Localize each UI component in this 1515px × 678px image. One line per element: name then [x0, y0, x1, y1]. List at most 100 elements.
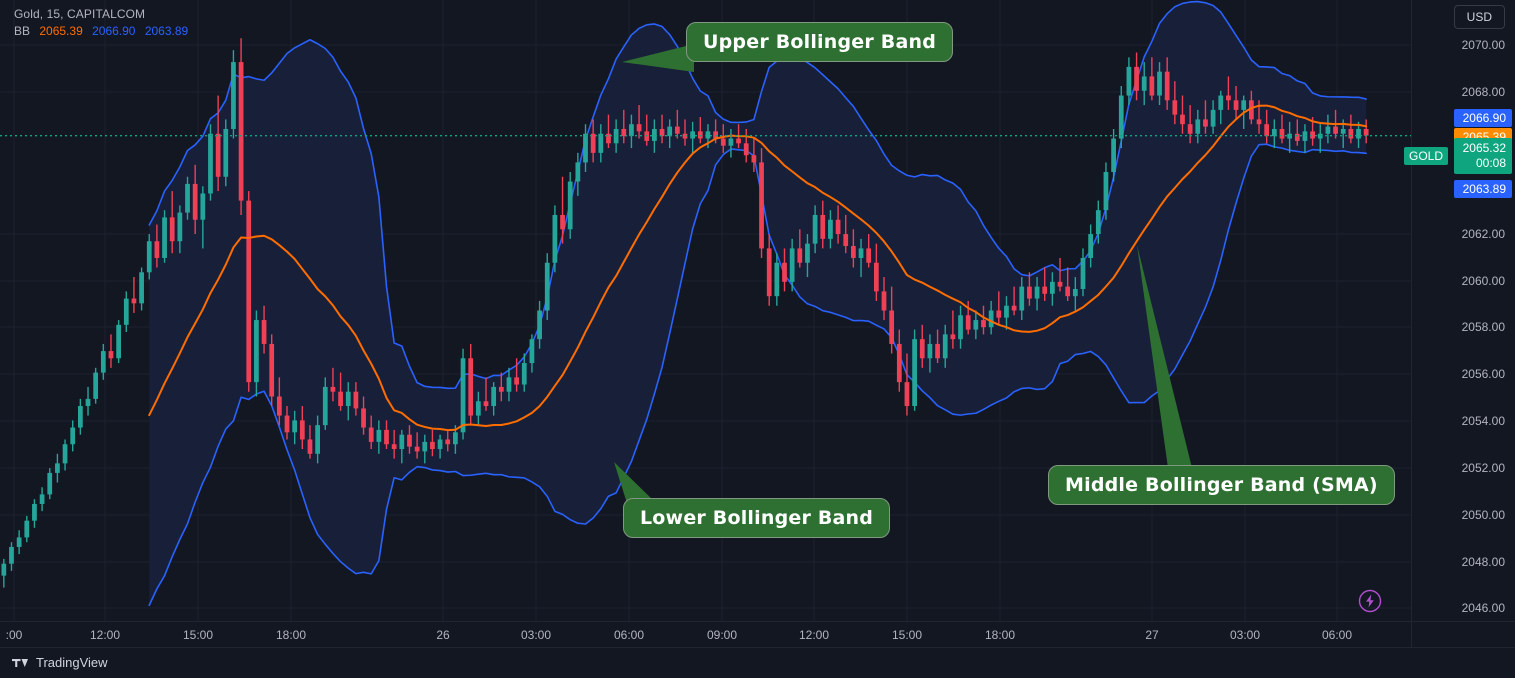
candle-body	[567, 181, 573, 230]
candle-body	[39, 494, 45, 504]
candle-body	[889, 310, 895, 344]
candle-body	[621, 128, 627, 137]
candle-body	[223, 128, 229, 177]
candle-body	[1149, 76, 1155, 96]
price-tick: 2048.00	[1461, 555, 1505, 569]
currency-button[interactable]: USD	[1453, 5, 1505, 29]
candle-body	[1057, 281, 1063, 287]
candle-body	[965, 315, 971, 330]
candle-body	[169, 217, 175, 242]
time-tick: 26	[436, 628, 450, 642]
time-tick: 12:00	[798, 628, 830, 642]
time-tick: 12:00	[89, 628, 121, 642]
candle-body	[858, 248, 864, 258]
candle-body	[851, 246, 856, 258]
candle-body	[116, 324, 122, 359]
time-tick: 03:00	[520, 628, 552, 642]
tradingview-logo[interactable]: TradingView	[12, 655, 108, 670]
price-tick: 2062.00	[1461, 227, 1505, 241]
bollinger-upper-line	[148, 0, 1367, 390]
candle-body	[1042, 286, 1048, 294]
candle-body	[789, 248, 795, 282]
candle-body	[606, 133, 611, 144]
candle-body	[85, 398, 91, 407]
candle-body	[988, 310, 994, 328]
candle-body	[1019, 286, 1025, 311]
candle-body	[292, 420, 298, 433]
candle-body	[1233, 100, 1239, 110]
tradingview-mark-icon	[12, 658, 28, 667]
price-tick: 2056.00	[1461, 367, 1505, 381]
candle-body	[1218, 95, 1224, 110]
candle-body	[1141, 76, 1147, 91]
candle-body	[1126, 66, 1132, 96]
candle-body	[1187, 124, 1193, 134]
candle-body	[208, 133, 213, 194]
candle-body	[1072, 289, 1078, 297]
candle-body	[1080, 257, 1086, 290]
candle-body	[1088, 234, 1094, 258]
candle-body	[399, 434, 405, 450]
candle-body	[843, 234, 849, 247]
candle-body	[521, 363, 527, 385]
candle-body	[307, 439, 313, 454]
candle-body	[200, 193, 206, 220]
candle-body	[552, 214, 558, 263]
candle-body	[774, 262, 780, 297]
candle-body	[1118, 95, 1124, 139]
candle-body	[430, 441, 435, 450]
candle-body	[759, 162, 764, 249]
candle-body	[1248, 100, 1254, 120]
candle-body	[24, 520, 30, 538]
candle-body	[460, 358, 466, 433]
bottom-bar: TradingView	[0, 647, 1515, 678]
candle-body	[720, 138, 726, 146]
candle-body	[1011, 305, 1017, 311]
time-tick: 15:00	[182, 628, 214, 642]
candle-body	[805, 243, 810, 263]
candle-body	[338, 391, 343, 407]
candle-body	[322, 386, 328, 426]
candle-body	[927, 343, 933, 359]
candle-body	[1348, 128, 1354, 139]
candle-body	[47, 472, 53, 495]
candle-body	[55, 463, 60, 473]
candle-body	[139, 272, 144, 304]
candle-body	[1180, 114, 1185, 125]
candle-body	[1363, 128, 1369, 136]
candle-body	[713, 131, 718, 139]
candle-body	[1034, 286, 1040, 299]
candle-body	[996, 310, 1002, 318]
price-scale[interactable]: USD 2070.00 2068.00 2062.00 2060.00 2058.00 2…	[1411, 0, 1515, 621]
candle-body	[981, 320, 986, 328]
candle-body	[1134, 66, 1139, 91]
time-tick: 06:00	[613, 628, 645, 642]
candle-body	[835, 219, 841, 235]
price-tick: 2058.00	[1461, 320, 1505, 334]
candle-body	[100, 351, 106, 373]
candle-body	[1333, 126, 1338, 134]
candle-body	[231, 62, 236, 129]
candle-body	[391, 444, 397, 450]
candle-body	[330, 386, 336, 392]
candle-body	[353, 391, 359, 409]
candle-body	[912, 339, 917, 407]
candle-body	[154, 241, 160, 258]
candlestick-series	[1, 38, 1369, 588]
candle-body	[598, 133, 604, 153]
candle-body	[705, 131, 711, 139]
candle-body	[544, 262, 550, 311]
candle-body	[177, 212, 183, 242]
candle-body	[1195, 119, 1201, 134]
time-tick: 18:00	[984, 628, 1016, 642]
annotation-middle-band: Middle Bollinger Band (SMA)	[1048, 465, 1395, 505]
candle-body	[866, 248, 872, 263]
time-scale[interactable]: :00 12:00 15:00 18:00 26 03:00 06:00 09:00 12:00…	[0, 621, 1445, 648]
candle-body	[1340, 128, 1346, 134]
candle-body	[93, 372, 99, 399]
price-tick: 2052.00	[1461, 461, 1505, 475]
candle-body	[246, 200, 252, 383]
lightning-bolt-icon[interactable]	[1358, 589, 1382, 618]
candle-body	[973, 320, 979, 330]
